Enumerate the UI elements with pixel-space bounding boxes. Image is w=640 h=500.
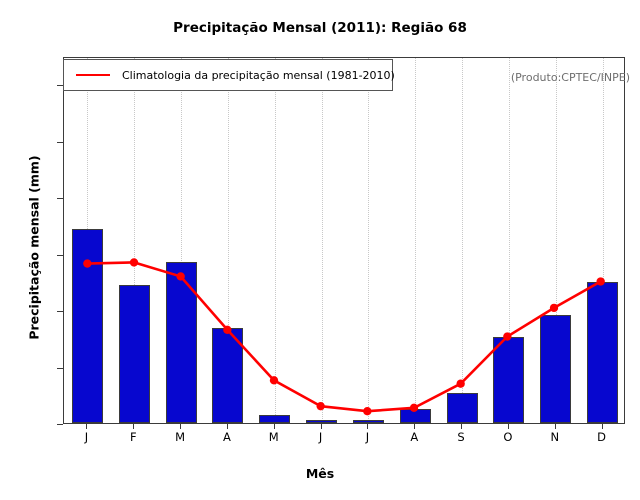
gridline-vertical (368, 58, 370, 423)
x-tick-label-6: J (365, 430, 370, 444)
climatology-marker-n-10 (549, 303, 559, 313)
x-axis-title: Mês (305, 466, 335, 481)
climatology-marker-m-4 (269, 376, 279, 385)
y-tick-mark (57, 198, 63, 200)
y-axis-title: Precipitação mensal (mm) (26, 155, 42, 340)
x-tick-label-8: S (457, 430, 465, 444)
climatology-line-series (83, 258, 605, 416)
legend-label-climatology: Climatologia da precipitação mensal (198… (122, 68, 395, 82)
x-tick-label-1: F (129, 430, 137, 444)
climatology-marker-j-0 (83, 259, 92, 268)
bar-f-1 (118, 284, 150, 423)
gridline-vertical (227, 58, 230, 423)
x-tick-label-11: D (597, 430, 606, 444)
bar-m-4 (259, 415, 291, 423)
climatology-line (86, 261, 602, 413)
x-tick-label-9: O (503, 430, 513, 444)
climatology-marker-j-5 (316, 401, 325, 411)
gridline-vertical (321, 58, 324, 423)
bar-d-11 (587, 281, 619, 423)
y-tick-mark (57, 424, 63, 425)
x-tick-mark (601, 424, 603, 429)
x-tick-mark (367, 424, 369, 429)
x-tick-label-7: A (410, 430, 419, 444)
x-tick-mark (180, 424, 182, 429)
y-tick-mark (57, 85, 63, 87)
y-tick-mark (57, 254, 63, 256)
gridline-vertical (508, 58, 511, 423)
climatology-marker-f-1 (129, 258, 139, 267)
gridline-vertical (415, 58, 417, 423)
x-tick-mark (226, 424, 228, 429)
x-tick-label-5: J (318, 430, 323, 444)
bar-s-8 (446, 392, 478, 423)
gridline-vertical (274, 58, 277, 423)
climatology-marker-a-3 (223, 325, 232, 334)
x-tick-mark (461, 424, 463, 429)
bar-j-6 (352, 420, 384, 423)
x-tick-mark (273, 424, 275, 429)
bar-n-10 (540, 315, 572, 423)
climatology-marker-a-7 (409, 403, 419, 413)
x-tick-mark (414, 424, 416, 429)
chart-legend: Climatologia da precipitação mensal (198… (63, 59, 395, 91)
climatology-marker-m-2 (176, 272, 185, 281)
climatology-marker-o-9 (503, 332, 512, 341)
x-tick-label-2: M (175, 430, 186, 444)
gridline-vertical (181, 58, 183, 423)
x-tick-label-4: M (268, 430, 279, 444)
x-tick-label-10: N (550, 430, 560, 444)
x-tick-label-3: A (222, 430, 231, 444)
bar-j-5 (306, 419, 338, 423)
x-tick-mark (507, 424, 509, 429)
climatology-marker-j-6 (363, 407, 372, 416)
climatology-marker-s-8 (456, 379, 465, 388)
x-tick-mark (554, 424, 556, 429)
gridline-vertical (462, 58, 464, 423)
bar-o-9 (493, 337, 525, 423)
gridline-vertical (134, 58, 136, 423)
legend-line-swatch (76, 74, 110, 76)
x-tick-mark (320, 424, 322, 429)
y-tick-mark (57, 311, 63, 313)
x-tick-mark (133, 424, 135, 429)
gridline-vertical (555, 58, 558, 423)
y-tick-mark (57, 141, 63, 143)
chart-title: Precipitação Mensal (2011): Região 68 (173, 20, 467, 36)
y-tick-mark (57, 367, 63, 369)
plot-area (63, 57, 625, 424)
gridline-vertical (602, 58, 605, 423)
x-tick-label-0: J (84, 430, 89, 444)
climatology-marker-d-11 (596, 277, 605, 286)
producer-annotation: (Produto:CPTEC/INPE) (510, 71, 630, 84)
x-tick-mark (86, 424, 88, 429)
